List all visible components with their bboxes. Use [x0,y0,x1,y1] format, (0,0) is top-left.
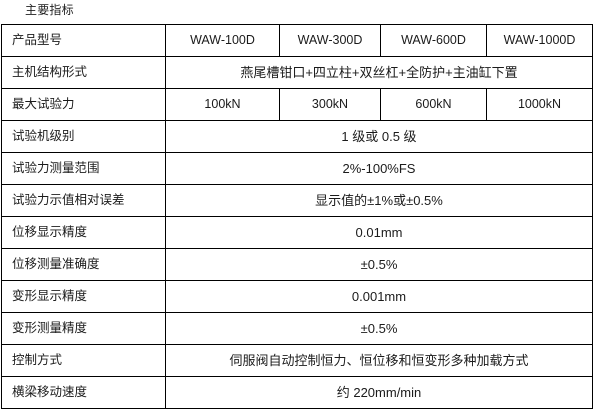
row-label: 控制方式 [1,344,166,377]
specifications-table: 产品型号 WAW-100D WAW-300D WAW-600D WAW-1000… [1,24,593,409]
model-value-1: WAW-100D [165,24,280,57]
force-value-1: 100kN [165,88,280,121]
table-row: 试验力示值相对误差 显示值的±1%或±0.5% [1,184,593,217]
row-value: 约 220mm/min [165,376,593,409]
force-value-4: 1000kN [486,88,593,121]
row-value: 1 级或 0.5 级 [165,120,593,153]
force-value-2: 300kN [279,88,381,121]
model-value-2: WAW-300D [279,24,381,57]
table-row: 变形测量精度 ±0.5% [1,312,593,345]
row-label: 变形显示精度 [1,280,166,313]
row-label: 横梁移动速度 [1,376,166,409]
row-value: 显示值的±1%或±0.5% [165,184,593,217]
force-value-3: 600kN [380,88,487,121]
row-label: 试验力测量范围 [1,152,166,185]
row-value: 燕尾槽钳口+四立柱+双丝杠+全防护+主油缸下置 [165,56,593,89]
table-row: 试验力测量范围 2%-100%FS [1,152,593,185]
row-label: 试验机级别 [1,120,166,153]
table-row: 产品型号 WAW-100D WAW-300D WAW-600D WAW-1000… [1,24,593,57]
table-row: 位移显示精度 0.01mm [1,216,593,249]
table-body: 产品型号 WAW-100D WAW-300D WAW-600D WAW-1000… [1,24,593,409]
row-label: 最大试验力 [1,88,166,121]
table-row: 变形显示精度 0.001mm [1,280,593,313]
row-label: 试验力示值相对误差 [1,184,166,217]
table-row: 主机结构形式 燕尾槽钳口+四立柱+双丝杠+全防护+主油缸下置 [1,56,593,89]
row-value: 2%-100%FS [165,152,593,185]
row-value: 0.01mm [165,216,593,249]
row-value: ±0.5% [165,248,593,281]
model-value-4: WAW-1000D [486,24,593,57]
model-value-3: WAW-600D [380,24,487,57]
table-row: 试验机级别 1 级或 0.5 级 [1,120,593,153]
row-value: ±0.5% [165,312,593,345]
row-label: 产品型号 [1,24,166,57]
row-label: 位移显示精度 [1,216,166,249]
row-value: 0.001mm [165,280,593,313]
table-row: 位移测量准确度 ±0.5% [1,248,593,281]
row-label: 变形测量精度 [1,312,166,345]
row-value: 伺服阀自动控制恒力、恒位移和恒变形多种加载方式 [165,344,593,377]
row-label: 位移测量准确度 [1,248,166,281]
table-row: 最大试验力 100kN 300kN 600kN 1000kN [1,88,593,121]
table-row: 横梁移动速度 约 220mm/min [1,376,593,409]
table-row: 控制方式 伺服阀自动控制恒力、恒位移和恒变形多种加载方式 [1,344,593,377]
row-label: 主机结构形式 [1,56,166,89]
page-title: 主要指标 [25,3,74,17]
